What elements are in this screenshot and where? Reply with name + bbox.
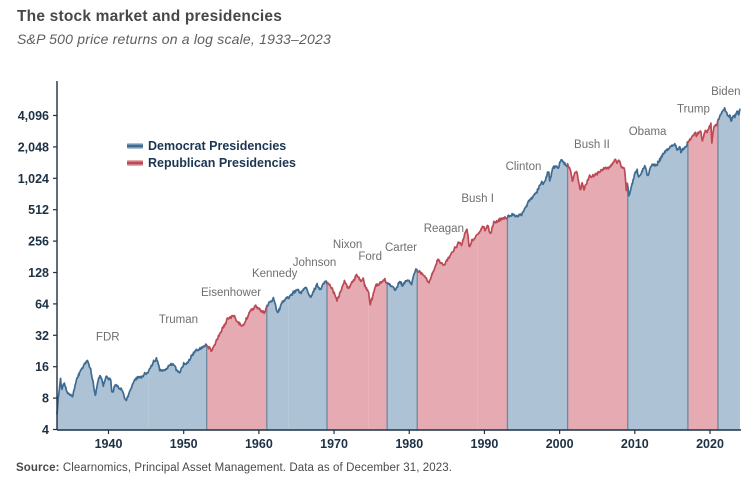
price-line-nixon (326, 273, 370, 302)
area-fill-fdr (57, 360, 149, 430)
y-tick-label: 256 (28, 235, 49, 249)
president-label: Johnson (293, 257, 336, 269)
price-line-ford (367, 277, 388, 306)
president-label: Reagan (424, 223, 464, 235)
price-line-bush-i (476, 216, 508, 236)
president-label: Bush I (461, 193, 494, 205)
legend-item-republican: Republican Presidencies (127, 155, 296, 171)
y-tick-label: 8 (42, 392, 49, 406)
area-fill-ford (368, 278, 388, 430)
y-tick-label: 32 (35, 329, 49, 343)
democrat-line-swatch-icon (127, 143, 143, 149)
price-line-eisenhower (205, 304, 268, 353)
area-fill-biden (717, 107, 740, 430)
area-fill-bush-ii (567, 159, 628, 430)
legend-label-democrat: Democrat Presidencies (148, 139, 287, 153)
area-fill-kennedy (266, 296, 289, 430)
president-label: Obama (629, 126, 667, 138)
page-subtitle: S&P 500 price returns on a log scale, 19… (17, 31, 331, 47)
price-line-reagan (416, 228, 478, 284)
legend-item-democrat: Democrat Presidencies (127, 138, 296, 154)
president-label: Biden (711, 86, 740, 98)
price-line-truman (147, 343, 208, 374)
area-fill-reagan (417, 229, 478, 430)
area-fill-truman (148, 344, 207, 430)
legend-label-republican: Republican Presidencies (148, 156, 296, 170)
x-tick-label: 1970 (320, 437, 348, 451)
president-label: FDR (96, 332, 120, 344)
area-fill-johnson (288, 281, 327, 430)
source-note: Source: Clearnomics, Principal Asset Man… (16, 462, 452, 474)
area-fill-bush-i (477, 217, 508, 430)
president-label: Truman (159, 314, 198, 326)
source-label: Source: (16, 462, 60, 474)
x-tick-label: 2020 (696, 437, 724, 451)
president-label: Ford (358, 251, 382, 263)
price-line-obama (626, 140, 689, 197)
y-tick-label: 16 (35, 360, 49, 374)
y-tick-label: 4,096 (18, 109, 49, 123)
x-tick-label: 2010 (621, 437, 649, 451)
price-line-trump (687, 119, 719, 144)
x-tick-label: 1990 (471, 437, 499, 451)
president-label: Trump (677, 103, 710, 115)
x-tick-label: 1960 (245, 437, 273, 451)
area-fill-obama (627, 141, 688, 430)
president-label: Kennedy (252, 268, 298, 280)
x-tick-label: 1980 (395, 437, 423, 451)
president-label: Nixon (333, 239, 362, 251)
y-tick-label: 64 (35, 297, 49, 311)
chart-legend: Democrat Presidencies Republican Preside… (127, 138, 296, 171)
y-tick-label: 512 (28, 203, 49, 217)
area-fill-nixon (327, 274, 369, 430)
source-text: Clearnomics, Principal Asset Management.… (59, 462, 453, 474)
price-line-biden (717, 106, 741, 122)
president-label: Clinton (506, 161, 542, 173)
y-tick-label: 128 (28, 266, 49, 280)
x-tick-label: 2000 (546, 437, 574, 451)
x-tick-label: 1940 (95, 437, 123, 451)
republican-line-swatch-icon (127, 160, 143, 166)
x-tick-label: 1950 (170, 437, 198, 451)
area-fill-carter (387, 269, 418, 430)
president-label: Bush II (574, 139, 610, 151)
price-line-bush-ii (566, 158, 629, 192)
y-tick-label: 2,048 (18, 140, 49, 154)
page-title: The stock market and presidencies (17, 8, 283, 25)
president-label: Eisenhower (201, 287, 261, 299)
area-fill-clinton (507, 159, 568, 430)
area-fill-trump (687, 119, 718, 430)
y-tick-label: 4 (42, 423, 49, 437)
price-line-johnson (287, 280, 328, 300)
price-line-fdr (56, 359, 150, 415)
y-tick-label: 1,024 (18, 172, 49, 186)
price-line-carter (386, 268, 419, 292)
price-line-kennedy (266, 296, 290, 314)
area-fill-eisenhower (206, 305, 267, 430)
president-label: Carter (385, 242, 417, 254)
price-line-clinton (506, 158, 569, 219)
